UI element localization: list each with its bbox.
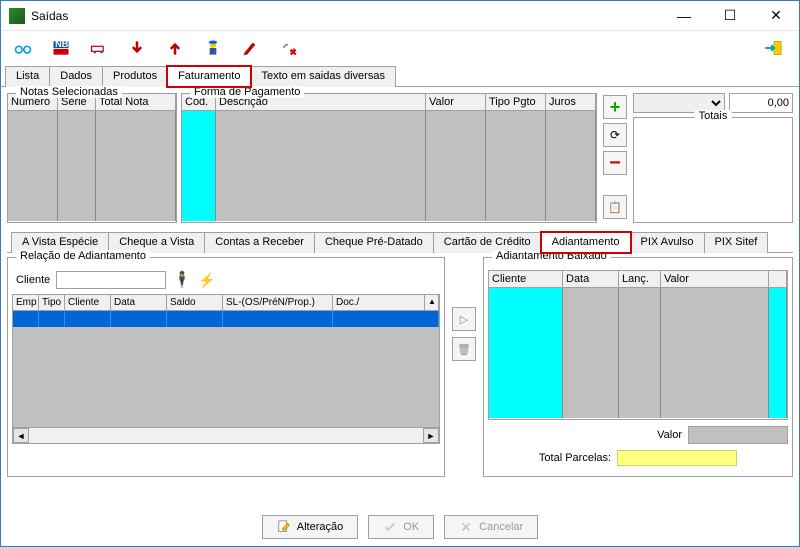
col-header[interactable]: Doc./ (333, 295, 425, 310)
cancelar-button: Cancelar (444, 515, 538, 539)
glasses-icon[interactable] (7, 34, 39, 62)
minimize-button[interactable]: — (661, 1, 707, 31)
nbs-icon[interactable]: NBS (45, 34, 77, 62)
ok-button: OK (368, 515, 434, 539)
relacao-grid-header: EmpTipoClienteDataSaldoSL-(OS/PréN/Prop.… (13, 295, 439, 311)
payment-tab-5[interactable]: Adiantamento (541, 232, 631, 253)
copy-button[interactable]: 📋 (603, 195, 627, 219)
arrow-down-icon[interactable] (121, 34, 153, 62)
baixado-grid-header: ClienteDataLanç.Valor (489, 271, 787, 288)
col-header[interactable]: SL-(OS/PréN/Prop.) (223, 295, 333, 310)
main-tabs: ListaDadosProdutosFaturamentoTexto em sa… (1, 65, 799, 87)
sort-indicator[interactable]: ▲ (425, 295, 439, 310)
relacao-adiantamento-panel: Relação de Adiantamento Cliente 🕴️ ⚡ Emp… (7, 257, 445, 477)
delete-button[interactable]: 🗑 (452, 337, 476, 361)
col-header[interactable]: Cliente (489, 271, 563, 287)
forma-pagamento-panel: Forma de Pagamento Cod.DescriçãoValorTip… (181, 93, 597, 223)
transfer-buttons: ▷ 🗑 (449, 257, 479, 477)
cliente-label: Cliente (16, 274, 50, 286)
total-parcelas-label: Total Parcelas: (539, 452, 611, 464)
payment-tab-7[interactable]: PIX Sitef (704, 232, 769, 253)
van-icon[interactable] (83, 34, 115, 62)
main-tab-1[interactable]: Dados (49, 66, 103, 87)
cliente-input[interactable] (56, 271, 166, 289)
col-header[interactable]: Saldo (167, 295, 223, 310)
exit-icon[interactable] (755, 34, 793, 62)
main-tab-4[interactable]: Texto em saidas diversas (250, 66, 396, 87)
ok-label: OK (403, 521, 419, 533)
col-header[interactable]: Lanç. (619, 271, 661, 287)
footer-buttons: Alteração OK Cancelar (0, 515, 800, 539)
col-header[interactable]: Tipo (39, 295, 65, 310)
main-tab-2[interactable]: Produtos (102, 66, 168, 87)
baixado-grid[interactable]: ClienteDataLanç.Valor (488, 270, 788, 420)
forma-side-buttons: + ⟳ − 📋 (601, 93, 629, 223)
right-summary: Totais (633, 93, 793, 223)
col-header[interactable]: Cliente (65, 295, 111, 310)
relacao-selected-row[interactable] (13, 311, 439, 327)
forma-grid-body[interactable] (182, 111, 596, 221)
relacao-hscroll[interactable]: ◄► (13, 427, 439, 443)
cancel-icon (459, 520, 473, 534)
content-area: Notas Selecionadas NúmeroSérieTotal Nota… (1, 87, 799, 483)
app-icon (9, 8, 25, 24)
toolbar: NBS (1, 31, 799, 65)
baixado-grid-body[interactable] (489, 288, 787, 418)
relacao-grid[interactable]: EmpTipoClienteDataSaldoSL-(OS/PréN/Prop.… (12, 294, 440, 444)
totais-title: Totais (695, 110, 732, 122)
adiantamento-baixado-panel: Adiantamento Baixado ClienteDataLanç.Val… (483, 257, 793, 477)
totais-panel: Totais (633, 117, 793, 223)
alteracao-label: Alteração (297, 521, 343, 533)
main-tab-0[interactable]: Lista (5, 66, 50, 87)
arrow-up-icon[interactable] (159, 34, 191, 62)
notas-selecionadas-panel: Notas Selecionadas NúmeroSérieTotal Nota (7, 93, 177, 223)
alteracao-button[interactable]: Alteração (262, 515, 358, 539)
add-button[interactable]: + (603, 95, 627, 119)
check-icon (383, 520, 397, 534)
relacao-title: Relação de Adiantamento (16, 250, 150, 262)
total-parcelas-box (617, 450, 737, 466)
col-header[interactable]: Valor (426, 94, 486, 110)
refresh-button[interactable]: ⟳ (603, 123, 627, 147)
link-delete-icon[interactable] (273, 34, 305, 62)
payment-tab-6[interactable]: PIX Avulso (630, 232, 705, 253)
svg-text:NBS: NBS (55, 39, 71, 49)
col-header[interactable] (769, 271, 787, 287)
col-header[interactable]: Valor (661, 271, 769, 287)
payment-tab-3[interactable]: Cheque Pré-Datado (314, 232, 434, 253)
col-header[interactable]: Juros (546, 94, 596, 110)
close-button[interactable]: ✕ (753, 1, 799, 31)
col-header[interactable]: Data (563, 271, 619, 287)
amount-input[interactable] (729, 93, 793, 113)
maximize-button[interactable]: ☐ (707, 1, 753, 31)
forma-title: Forma de Pagamento (190, 86, 304, 98)
valor-label: Valor (657, 429, 682, 441)
worker-icon[interactable] (197, 34, 229, 62)
notas-grid-body[interactable] (8, 111, 176, 221)
edit-doc-icon (277, 520, 291, 534)
payment-tab-2[interactable]: Contas a Receber (204, 232, 315, 253)
valor-box (688, 426, 788, 444)
window-title: Saídas (31, 9, 661, 23)
remove-button[interactable]: − (603, 151, 627, 175)
col-header[interactable]: Emp (13, 295, 39, 310)
titlebar: Saídas — ☐ ✕ (1, 1, 799, 31)
main-tab-3[interactable]: Faturamento (167, 66, 251, 87)
col-header[interactable]: Tipo Pgto (486, 94, 546, 110)
col-header[interactable]: Data (111, 295, 167, 310)
pen-icon[interactable] (235, 34, 267, 62)
notas-title: Notas Selecionadas (16, 86, 122, 98)
person-icon[interactable]: 🕴️ (172, 270, 192, 290)
bolt-icon[interactable]: ⚡ (198, 272, 215, 289)
transfer-right-button[interactable]: ▷ (452, 307, 476, 331)
cancelar-label: Cancelar (479, 521, 523, 533)
